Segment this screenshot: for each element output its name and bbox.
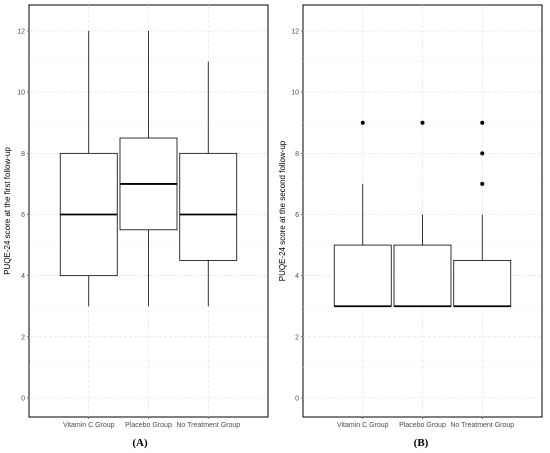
x-tick-label: Placebo Group bbox=[399, 422, 446, 429]
y-tick-label: 0 bbox=[295, 396, 299, 403]
y-tick-label: 2 bbox=[21, 334, 25, 341]
x-tick-label: Vitamin C Group bbox=[63, 422, 115, 429]
box-iqr bbox=[179, 152, 238, 261]
y-tick-label: 2 bbox=[295, 334, 299, 341]
chart-panel-b: 0 2 4 6 8 10 12 Vitamin C Group Placebo Group No … bbox=[278, 4, 543, 449]
outlier-point bbox=[480, 120, 485, 125]
panel-label: (B) bbox=[414, 437, 429, 449]
y-tick-label: 10 bbox=[291, 90, 299, 97]
box-iqr bbox=[453, 259, 512, 307]
x-tick-label: Vitamin C Group bbox=[337, 422, 389, 429]
x-tick-label: No Treatment Group bbox=[176, 422, 240, 429]
y-tick-label: 4 bbox=[21, 273, 25, 280]
y-tick-label: 6 bbox=[21, 212, 25, 219]
box-2 bbox=[393, 120, 452, 308]
y-axis-label: PUQE-24 score at the second follow-up bbox=[278, 140, 287, 281]
box-iqr bbox=[333, 244, 392, 307]
y-tick-label: 12 bbox=[17, 29, 25, 36]
y-tick-label: 8 bbox=[295, 151, 299, 158]
box-3 bbox=[179, 61, 238, 307]
box-iqr bbox=[393, 244, 452, 307]
panel-label: (A) bbox=[132, 437, 148, 449]
y-tick-label: 6 bbox=[295, 212, 299, 219]
outlier-point bbox=[480, 181, 485, 186]
chart-panel-a: 0 2 4 6 8 10 12 Vitamin C Group Placebo Group No … bbox=[3, 4, 269, 449]
y-tick-label: 10 bbox=[17, 90, 25, 97]
y-tick-label: 8 bbox=[21, 151, 25, 158]
outlier-point bbox=[420, 120, 425, 125]
y-tick-label: 0 bbox=[21, 396, 25, 403]
box-2 bbox=[119, 31, 178, 307]
box-1 bbox=[333, 120, 392, 308]
outlier-point bbox=[480, 151, 485, 156]
outlier-point bbox=[360, 120, 365, 125]
x-tick-label: Placebo Group bbox=[125, 422, 172, 429]
x-tick-label: No Treatment Group bbox=[450, 422, 514, 429]
box-3 bbox=[453, 120, 512, 308]
y-axis-label: PUQE-24 score at the first follow-up bbox=[3, 147, 12, 275]
box-1 bbox=[59, 31, 118, 307]
y-tick-label: 4 bbox=[295, 273, 299, 280]
y-tick-label: 12 bbox=[291, 29, 299, 36]
